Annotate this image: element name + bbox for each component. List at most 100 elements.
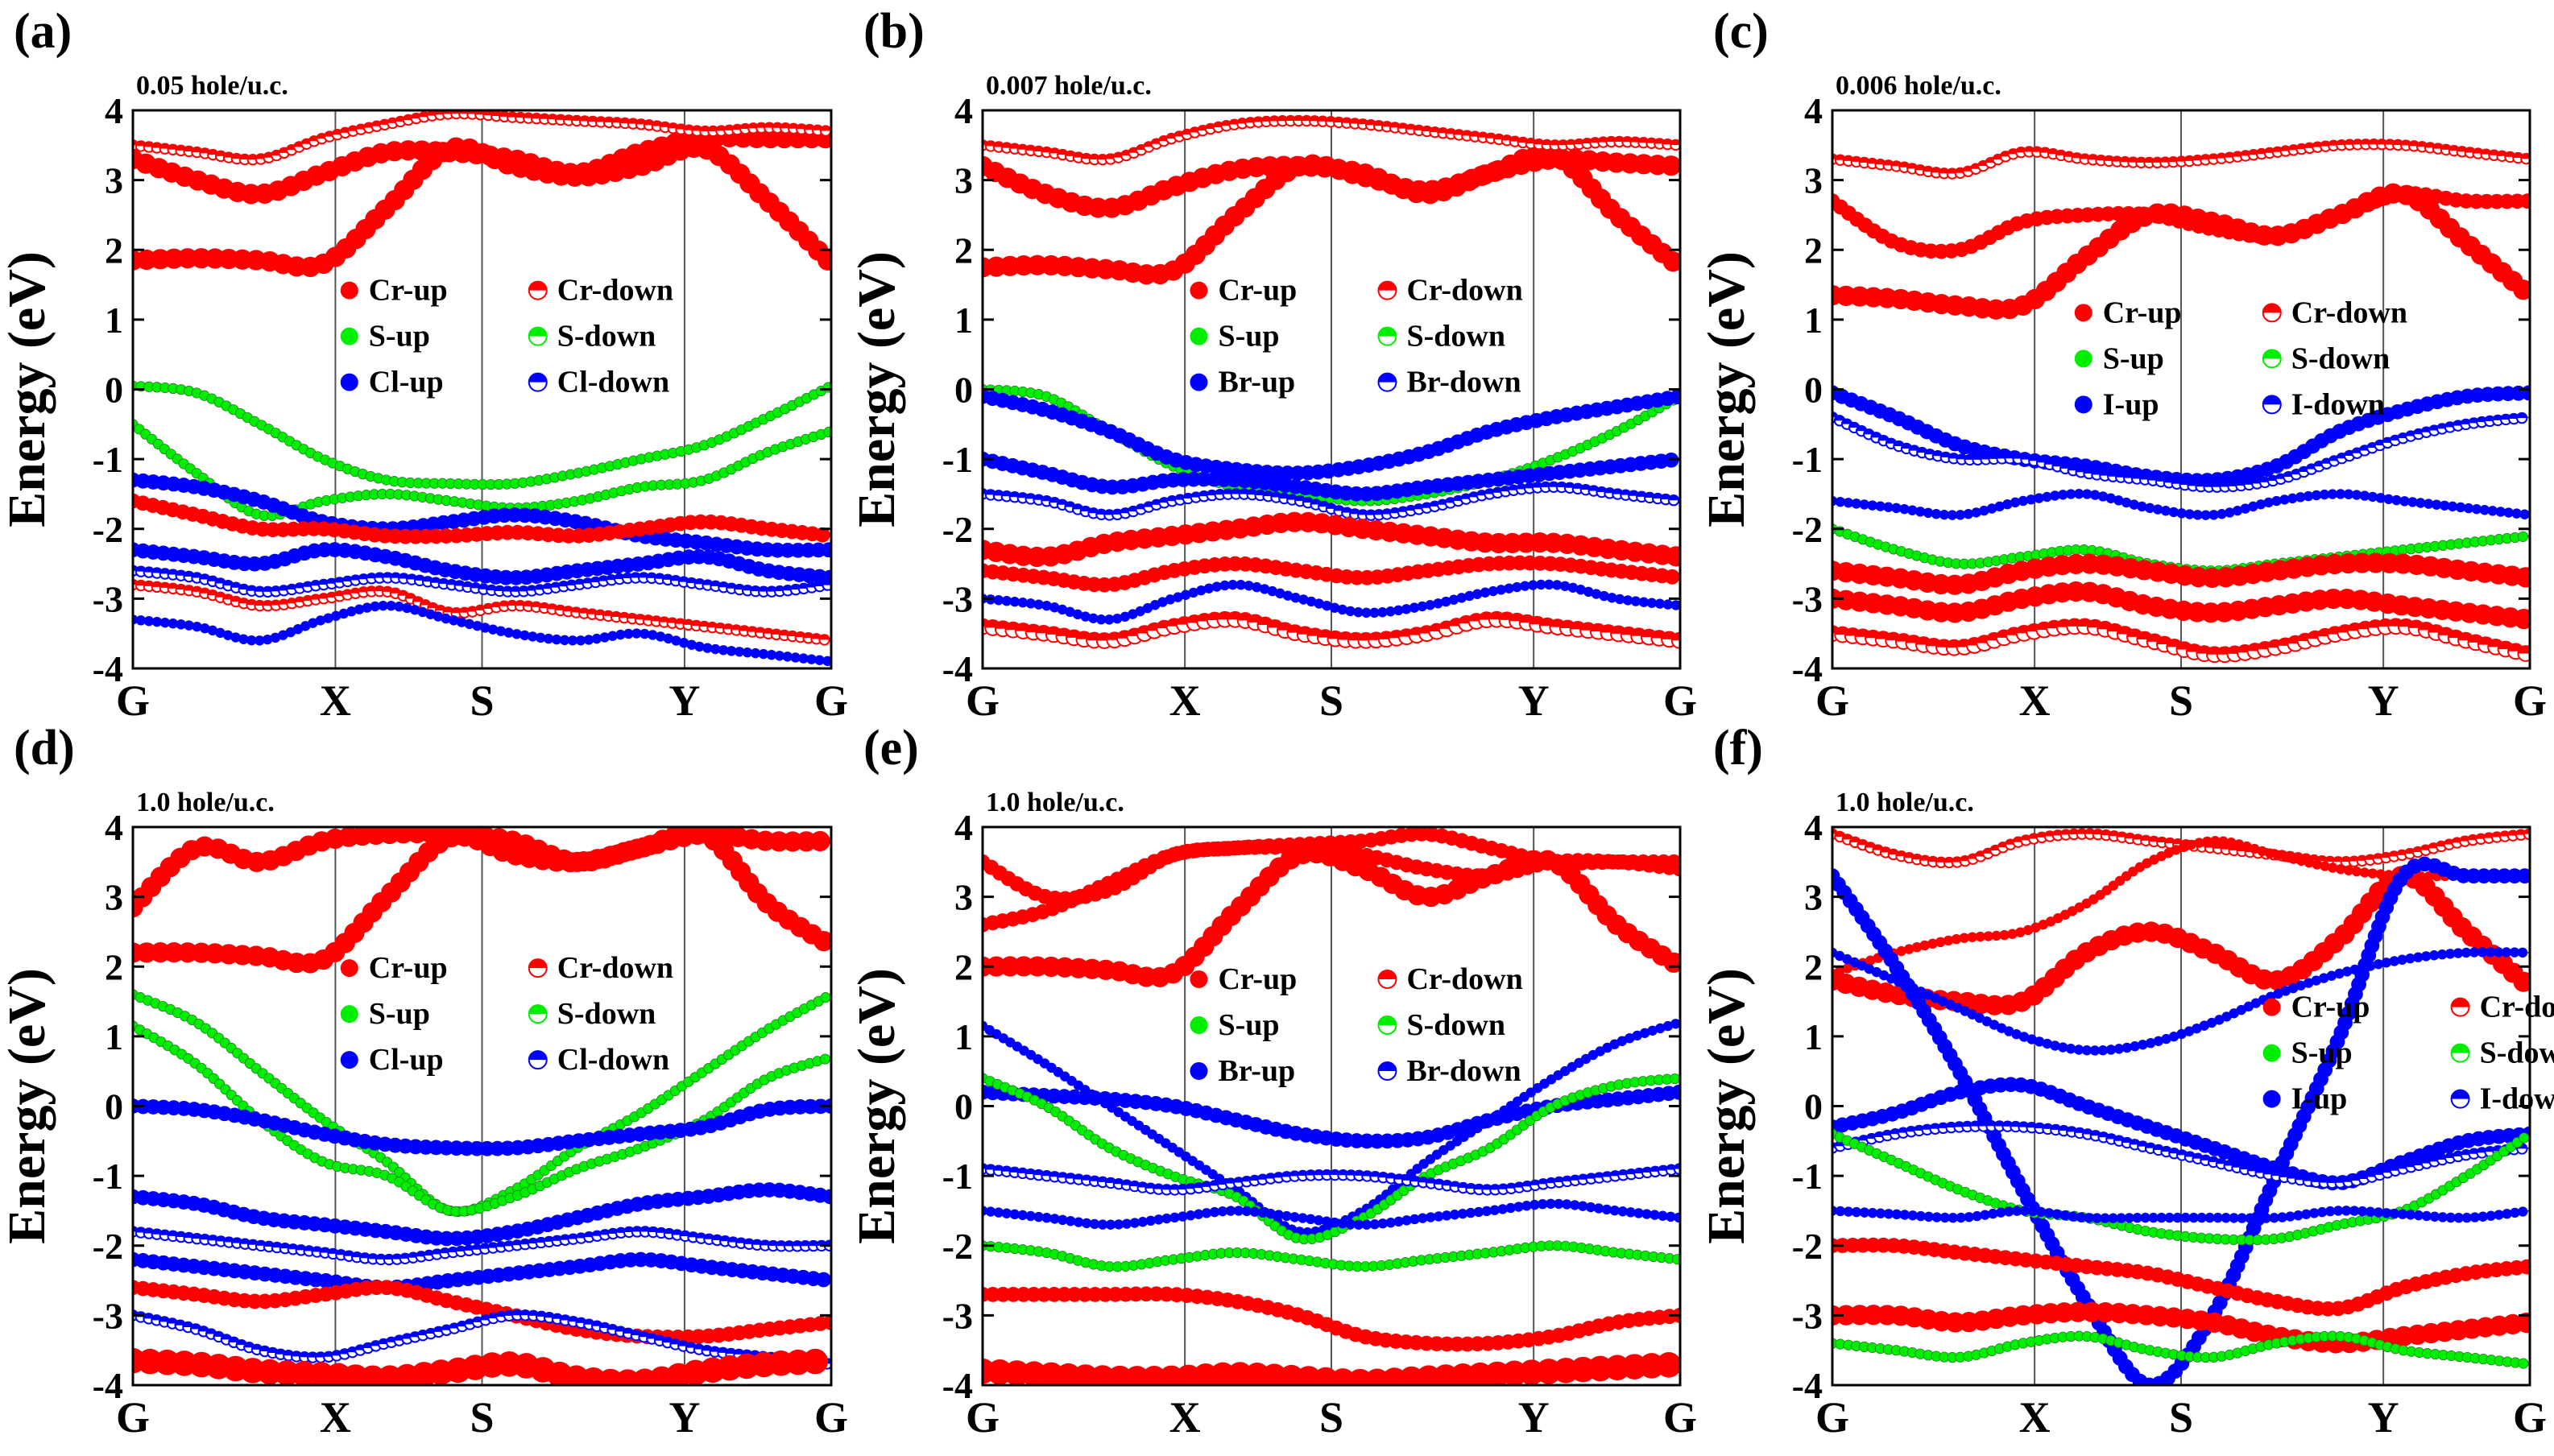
band-dot-half bbox=[167, 1318, 178, 1324]
band-dot bbox=[370, 601, 380, 612]
band-dot bbox=[559, 635, 570, 646]
band-br-up bbox=[983, 451, 1680, 502]
panel-label: (c) bbox=[1713, 4, 1769, 59]
band-dot bbox=[1173, 592, 1183, 602]
band-dot-half bbox=[190, 1324, 201, 1330]
band-dot bbox=[734, 647, 745, 657]
kpoint-label: S bbox=[2169, 676, 2193, 725]
band-dot-half bbox=[200, 574, 210, 580]
band-dot-half bbox=[560, 1315, 570, 1321]
band-dot bbox=[1448, 594, 1459, 605]
band-dot-half bbox=[405, 594, 416, 599]
band-dot bbox=[599, 632, 610, 643]
band-dot-half bbox=[1856, 426, 1867, 432]
band-dot-half bbox=[1121, 1180, 1132, 1185]
band-dot bbox=[2367, 491, 2378, 503]
band-dot-half bbox=[428, 602, 438, 609]
band-dot bbox=[2391, 494, 2402, 506]
band-dot-half bbox=[1129, 1181, 1140, 1187]
legend-label: Cr-down bbox=[1406, 274, 1522, 308]
band-dot-half bbox=[576, 1317, 586, 1323]
band-dot bbox=[323, 613, 333, 623]
band-dot-half bbox=[1302, 497, 1314, 503]
band-dot-half bbox=[1255, 490, 1265, 496]
band-dot-half bbox=[1848, 422, 1860, 428]
band-dot bbox=[774, 651, 785, 661]
y-tick-label: 1 bbox=[105, 300, 123, 341]
band-dot-half bbox=[644, 120, 655, 126]
band-dot bbox=[159, 617, 171, 628]
band-dot-half bbox=[374, 585, 385, 592]
band-dot-half bbox=[200, 588, 210, 594]
band-dot-half bbox=[2052, 461, 2063, 467]
band-dot bbox=[2517, 531, 2529, 542]
band-dot-half bbox=[648, 1226, 659, 1233]
legend-label: S-down bbox=[557, 320, 656, 354]
band-dot-half bbox=[712, 1235, 722, 1240]
band-dot-half bbox=[718, 582, 729, 588]
band-dot-half bbox=[789, 123, 799, 129]
band-dot-half bbox=[1588, 486, 1599, 491]
band-dot-half bbox=[515, 601, 526, 606]
kpoint-label: G bbox=[1815, 676, 1849, 725]
band-dot-half bbox=[1668, 495, 1679, 501]
band-dot bbox=[1441, 596, 1451, 607]
band-dot-half bbox=[1041, 1171, 1052, 1177]
band-dot-half bbox=[2072, 153, 2082, 159]
band-dot-half bbox=[1914, 165, 1926, 171]
y-tick-label: 3 bbox=[1804, 160, 1823, 201]
band-dot bbox=[1188, 587, 1198, 598]
band-dot-half bbox=[2179, 479, 2190, 486]
legend-label: Cl-down bbox=[557, 1043, 669, 1077]
band-dot bbox=[1646, 598, 1658, 608]
bands bbox=[133, 827, 831, 1385]
band-dot bbox=[1512, 581, 1522, 593]
band-dot-half bbox=[678, 577, 689, 582]
band-dot-half bbox=[743, 1239, 755, 1244]
band-dot-half bbox=[1932, 451, 1943, 457]
band-dot-half bbox=[2163, 478, 2175, 483]
legend-marker bbox=[340, 959, 358, 978]
band-br-down bbox=[983, 481, 1680, 521]
y-tick-label: 4 bbox=[1804, 90, 1823, 131]
panel-label: (d) bbox=[14, 721, 75, 776]
band-dot-half bbox=[359, 1253, 370, 1259]
band-dot-half bbox=[1670, 139, 1680, 145]
kpoint-label: G bbox=[116, 676, 150, 725]
band-dot bbox=[330, 610, 341, 622]
band-dot bbox=[2121, 497, 2132, 508]
y-tick-label: -3 bbox=[93, 578, 123, 619]
band-dot-half bbox=[715, 623, 726, 629]
band-dot-half bbox=[1310, 499, 1321, 505]
band-dot bbox=[378, 600, 388, 611]
band-dot bbox=[2042, 491, 2052, 503]
band-dot bbox=[726, 646, 737, 656]
band-dot bbox=[2066, 489, 2076, 499]
band-dot-half bbox=[1096, 509, 1107, 515]
band-dot bbox=[2399, 496, 2410, 507]
band-dot-half bbox=[1654, 139, 1665, 144]
band-dot bbox=[176, 619, 186, 630]
band-dot-half bbox=[1113, 1179, 1124, 1185]
band-dot-half bbox=[151, 1229, 163, 1235]
band-dot-half bbox=[135, 141, 147, 147]
band-dot-half bbox=[230, 582, 242, 588]
band-cr-up bbox=[1832, 186, 2530, 259]
band-dot bbox=[503, 627, 514, 638]
band-dot-half bbox=[1025, 1169, 1036, 1175]
kpoint-label: S bbox=[1319, 676, 1343, 725]
band-dot bbox=[819, 1053, 831, 1065]
band-dot-half bbox=[2521, 153, 2530, 159]
band-dot bbox=[1616, 1036, 1628, 1046]
band-dot-half bbox=[1065, 151, 1076, 156]
band-dot-half bbox=[229, 1337, 239, 1342]
band-dot-half bbox=[1373, 121, 1385, 126]
band-dot-half bbox=[2032, 147, 2043, 152]
band-dot bbox=[2359, 490, 2370, 501]
band-dot-half bbox=[985, 1164, 996, 1170]
band-dot-half bbox=[1318, 501, 1329, 507]
band-dot-half bbox=[1009, 492, 1020, 498]
band-dot bbox=[1622, 595, 1633, 606]
y-tick-label: -4 bbox=[942, 648, 973, 689]
